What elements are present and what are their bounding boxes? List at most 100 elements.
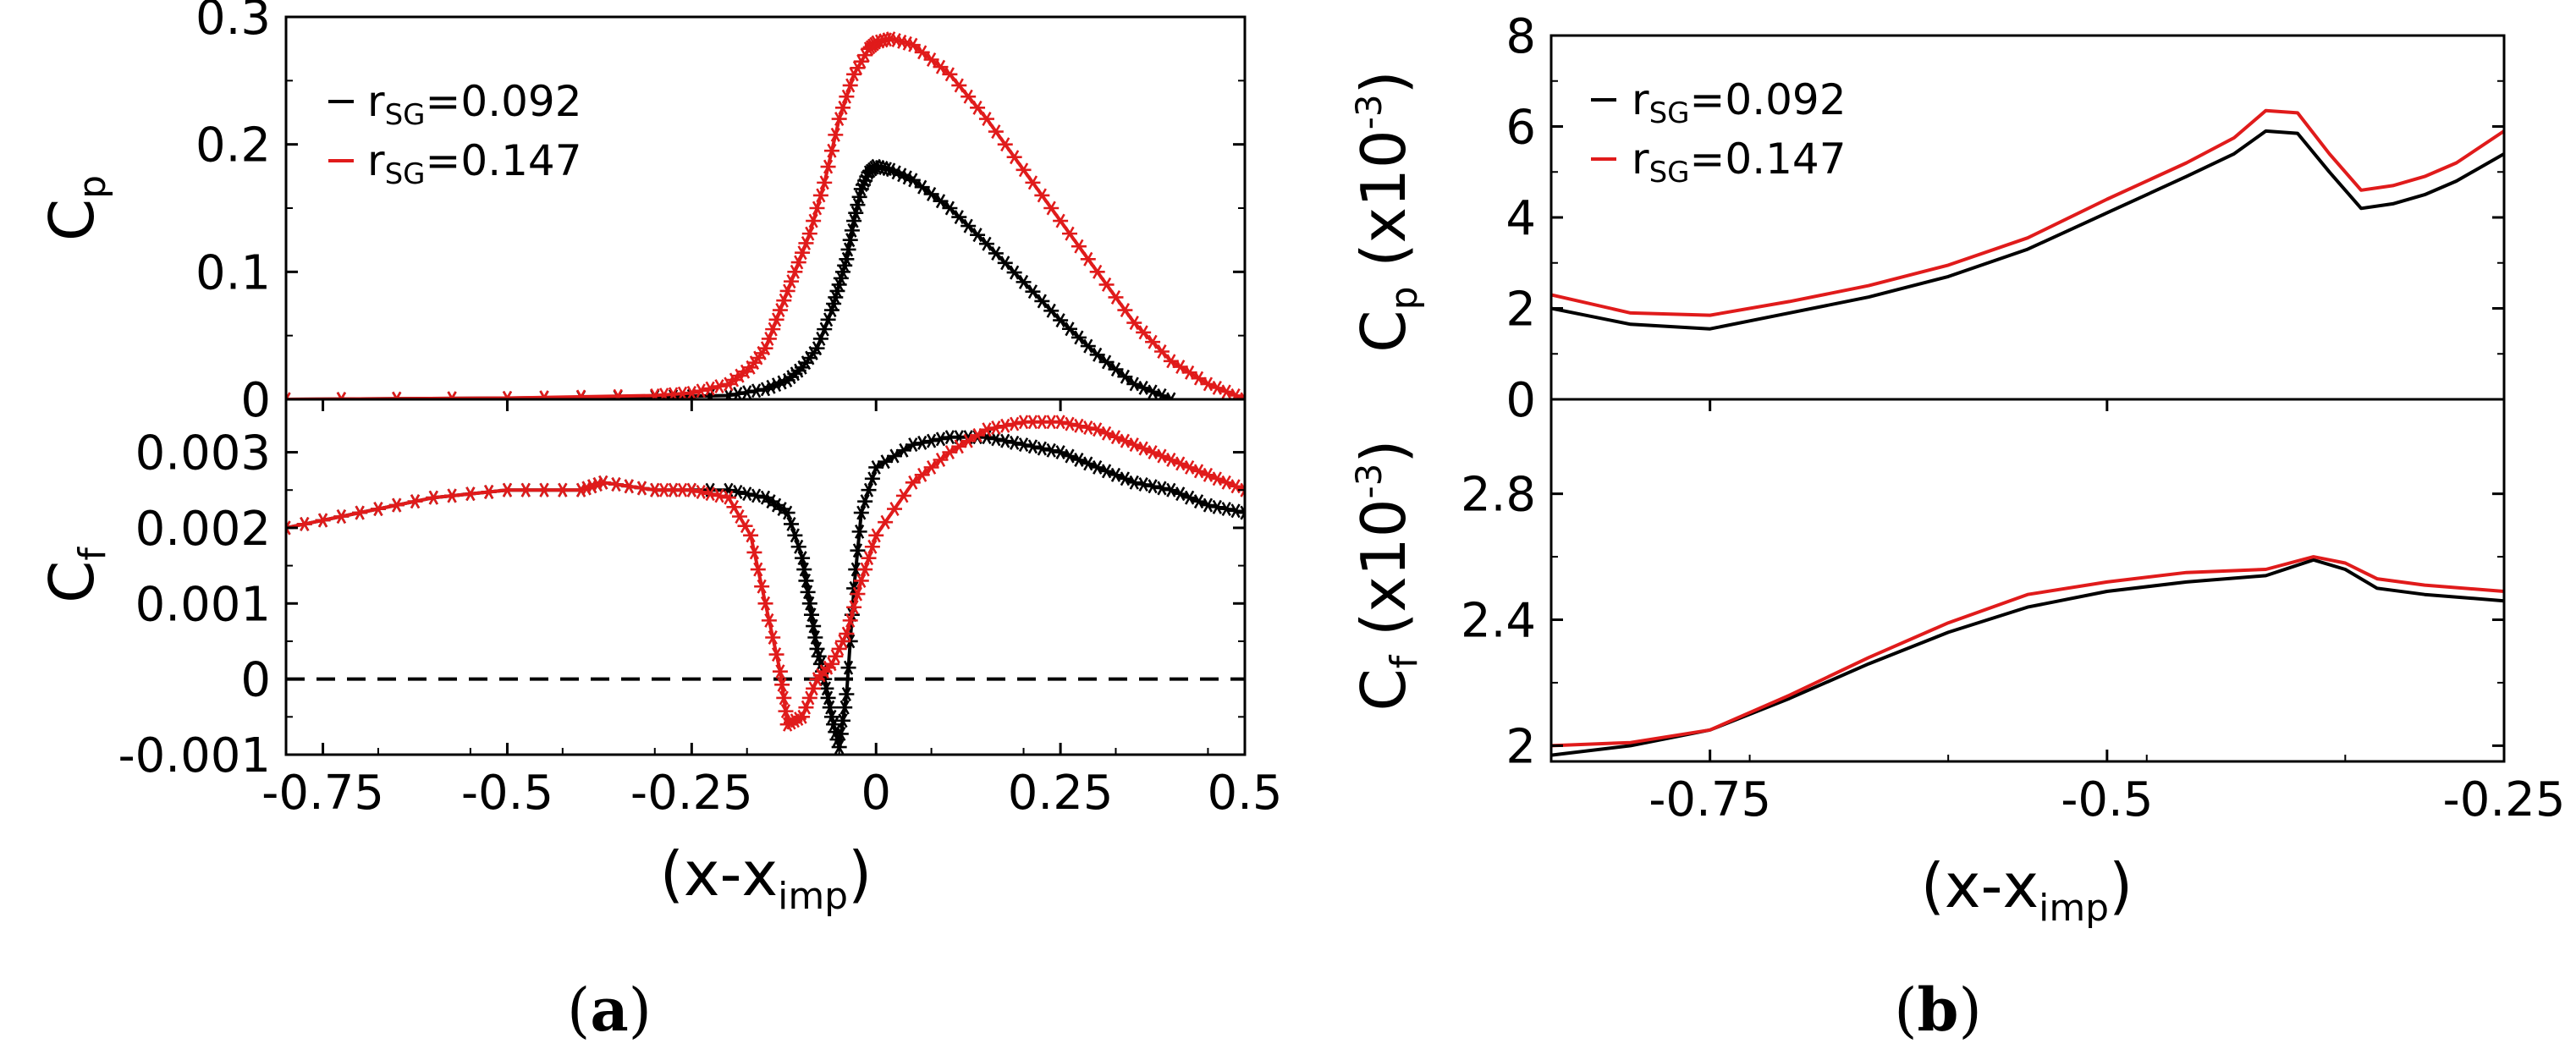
data-point-red (868, 528, 884, 543)
data-point-black (822, 700, 838, 715)
data-point-red (774, 677, 790, 692)
data-point-black (1034, 441, 1050, 456)
x-tick-label: -0.25 (2443, 772, 2566, 827)
data-point-black (809, 341, 825, 356)
data-point-black (846, 213, 862, 228)
data-point-black (790, 539, 806, 554)
x-tick-label: 0.25 (1008, 766, 1114, 821)
data-point-black (1006, 265, 1022, 280)
data-point-black (806, 618, 822, 634)
data-point-black (988, 431, 1004, 447)
data-point-black (787, 528, 803, 543)
data-point-red (1098, 277, 1115, 292)
data-point-red (315, 513, 331, 528)
data-point-black (800, 585, 816, 600)
data-point-black (803, 607, 819, 623)
data-point-black (997, 256, 1013, 271)
panel-a-top-ylabel: Cp (36, 175, 114, 241)
data-point-black (784, 516, 800, 531)
data-point-red (772, 664, 788, 679)
panel-a-bottom-series (286, 415, 1245, 755)
data-point-black (844, 223, 860, 238)
data-point-red (370, 502, 386, 517)
data-point-red (1025, 175, 1041, 190)
data-point-red (499, 391, 515, 399)
data-point-red (798, 700, 814, 715)
data-point-red (737, 519, 753, 534)
data-point-black (831, 739, 847, 755)
data-point-red (537, 482, 553, 497)
data-point-black (1062, 321, 1078, 337)
data-point-red (1071, 418, 1087, 433)
y-tick-label: 2.8 (1461, 468, 1536, 523)
data-point-black (1219, 502, 1235, 517)
y-tick-label: 2 (1505, 719, 1536, 774)
series-line-red (1551, 108, 2504, 317)
data-point-black (820, 690, 836, 706)
data-point-black (951, 210, 967, 225)
series-line-red (1551, 555, 2504, 748)
data-point-red (861, 551, 877, 566)
data-point-red (608, 477, 625, 492)
data-point-red (702, 486, 718, 502)
series-line-black (1551, 129, 2504, 331)
y-tick-label: 0.001 (135, 577, 271, 632)
data-point-red (895, 488, 911, 503)
data-point-black (1098, 354, 1115, 370)
data-point-red (801, 226, 817, 241)
panel-b-bottom-xticks: -0.75 -0.5 -0.25 (1550, 399, 2566, 827)
data-point-red (942, 67, 958, 82)
data-point-red (1117, 303, 1133, 318)
x-tick-label: -0.75 (261, 766, 384, 821)
data-point-red (914, 45, 930, 60)
data-point-black (839, 251, 855, 266)
y-tick-label: -0.001 (118, 728, 271, 783)
data-point-red (978, 112, 994, 127)
data-point-red (1080, 251, 1096, 266)
data-point-black (905, 437, 921, 453)
data-point-red (853, 573, 869, 588)
y-tick-label: 8 (1505, 9, 1536, 64)
data-point-red (857, 562, 873, 577)
data-point-red (573, 389, 589, 399)
data-point-red (960, 89, 977, 104)
data-point-red (1237, 392, 1245, 399)
data-point-black (720, 388, 736, 399)
data-point-red (812, 188, 828, 203)
data-point-red (768, 312, 784, 327)
y-tick-label: 4 (1505, 191, 1536, 246)
data-point-red (610, 388, 626, 399)
data-point-black (739, 385, 755, 399)
data-point-black (1025, 439, 1041, 454)
data-point-black (842, 233, 858, 248)
data-point-red (846, 600, 862, 615)
y-tick-label: 0.1 (195, 245, 271, 300)
data-point-black (851, 190, 867, 205)
data-point-black (997, 433, 1013, 448)
data-point-black (933, 194, 949, 209)
data-point-red (499, 482, 515, 497)
data-point-black (1006, 435, 1022, 450)
data-point-red (839, 626, 855, 641)
data-point-black (1153, 388, 1170, 399)
data-point-black (1209, 499, 1225, 514)
data-point-red (761, 331, 777, 346)
y-tick-label: 0.3 (195, 0, 271, 46)
data-point-red (693, 383, 709, 398)
y-tick-label: 0.002 (135, 502, 271, 557)
data-point-red (997, 137, 1013, 152)
data-point-black (905, 173, 921, 188)
data-point-red (806, 681, 822, 696)
data-point-red (806, 213, 822, 228)
panel-b-bottom-frame (1549, 398, 2506, 763)
data-point-red (905, 475, 921, 490)
data-point-black (840, 660, 856, 675)
data-point-red (776, 690, 792, 706)
data-point-red (750, 562, 766, 577)
panel-b-top-series (1551, 108, 2504, 331)
data-point-black (1237, 505, 1245, 520)
data-point-black (818, 681, 834, 696)
data-point-black (970, 228, 986, 243)
panel-a-top-frame (284, 15, 1247, 401)
data-point-red (684, 482, 700, 497)
